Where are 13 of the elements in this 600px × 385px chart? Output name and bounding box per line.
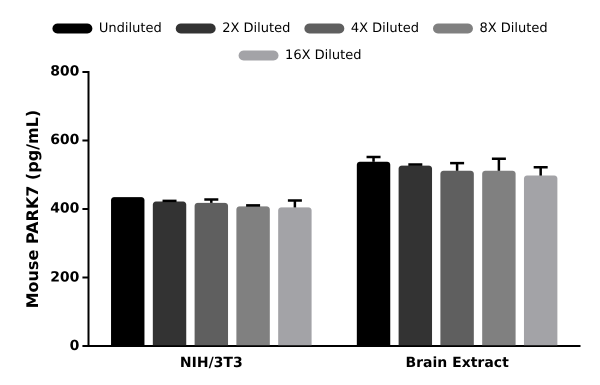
y-tick-label: 200 — [50, 269, 80, 286]
y-tick-label: 800 — [50, 64, 80, 80]
legend-label: 16X Diluted — [285, 48, 362, 63]
x-tick-label: Brain Extract — [405, 355, 510, 372]
legend-label: Undiluted — [98, 20, 162, 36]
y-tick-label: 400 — [50, 200, 80, 217]
y-tick-label: 0 — [70, 338, 80, 354]
y-axis-title: Mouse PARK7 (pg/mL) — [22, 110, 42, 308]
y-tick-label: 600 — [50, 132, 80, 148]
legend-label: 2X Diluted — [222, 20, 290, 36]
x-tick-label: NIH/3T3 — [180, 355, 243, 372]
legend-label: 8X Diluted — [479, 20, 548, 36]
legend-label: 4X Diluted — [350, 20, 419, 36]
